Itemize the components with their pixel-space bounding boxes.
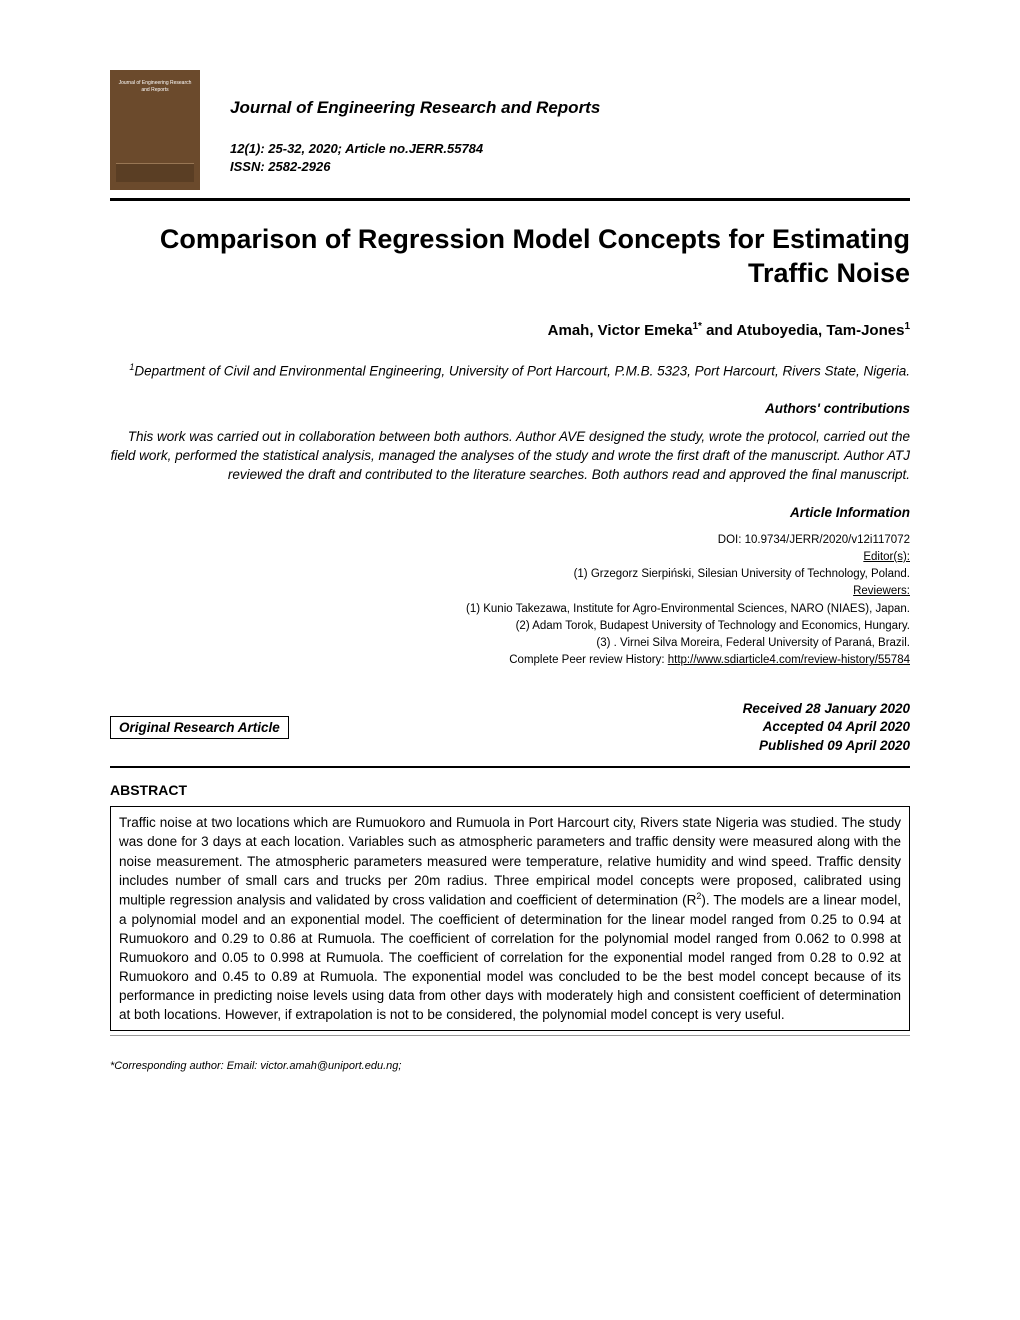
corresponding-author: *Corresponding author: Email: victor.ama… bbox=[110, 1060, 910, 1072]
contributions-text: This work was carried out in collaborati… bbox=[110, 428, 910, 485]
peer-review-link[interactable]: http://www.sdiarticle4.com/review-histor… bbox=[668, 654, 910, 666]
dates-block: Received 28 January 2020 Accepted 04 Apr… bbox=[743, 700, 910, 757]
doi-line: DOI: 10.9734/JERR/2020/v12i117072 bbox=[110, 532, 910, 549]
mid-rule bbox=[110, 766, 910, 768]
abstract-label: ABSTRACT bbox=[110, 782, 910, 798]
footer-rule bbox=[110, 1035, 910, 1036]
date-received: Received 28 January 2020 bbox=[743, 700, 910, 719]
authors: Amah, Victor Emeka1* and Atuboyedia, Tam… bbox=[110, 321, 910, 339]
editor-1: (1) Grzegorz Sierpiński, Silesian Univer… bbox=[110, 566, 910, 583]
article-type-box: Original Research Article bbox=[110, 716, 289, 739]
header-text-block: Journal of Engineering Research and Repo… bbox=[230, 70, 910, 175]
thumbnail-footer-band bbox=[116, 163, 194, 182]
reviewers-label: Reviewers: bbox=[110, 583, 910, 600]
thumbnail-title: Journal of Engineering Research and Repo… bbox=[118, 80, 192, 93]
date-accepted: Accepted 04 April 2020 bbox=[743, 718, 910, 737]
journal-name: Journal of Engineering Research and Repo… bbox=[230, 98, 910, 118]
editors-label: Editor(s): bbox=[110, 549, 910, 566]
header-row: Journal of Engineering Research and Repo… bbox=[110, 70, 910, 190]
abstract-box: Traffic noise at two locations which are… bbox=[110, 806, 910, 1031]
dates-row: Original Research Article Received 28 Ja… bbox=[110, 700, 910, 757]
citation-line-1: 12(1): 25-32, 2020; Article no.JERR.5578… bbox=[230, 140, 910, 158]
citation-line-2: ISSN: 2582-2926 bbox=[230, 158, 910, 176]
reviewer-1: (1) Kunio Takezawa, Institute for Agro-E… bbox=[110, 601, 910, 618]
page-container: Journal of Engineering Research and Repo… bbox=[0, 0, 1020, 1112]
affiliation: 1Department of Civil and Environmental E… bbox=[110, 361, 910, 381]
journal-cover-thumbnail: Journal of Engineering Research and Repo… bbox=[110, 70, 200, 190]
date-published: Published 09 April 2020 bbox=[743, 737, 910, 756]
reviewer-2: (2) Adam Torok, Budapest University of T… bbox=[110, 618, 910, 635]
article-information-block: DOI: 10.9734/JERR/2020/v12i117072 Editor… bbox=[110, 532, 910, 670]
article-information-label: Article Information bbox=[110, 505, 910, 520]
top-rule bbox=[110, 198, 910, 201]
reviewer-3: (3) . Virnei Silva Moreira, Federal Univ… bbox=[110, 635, 910, 652]
article-title: Comparison of Regression Model Concepts … bbox=[110, 223, 910, 291]
peer-review-history: Complete Peer review History: http://www… bbox=[110, 652, 910, 669]
contributions-label: Authors' contributions bbox=[110, 401, 910, 416]
